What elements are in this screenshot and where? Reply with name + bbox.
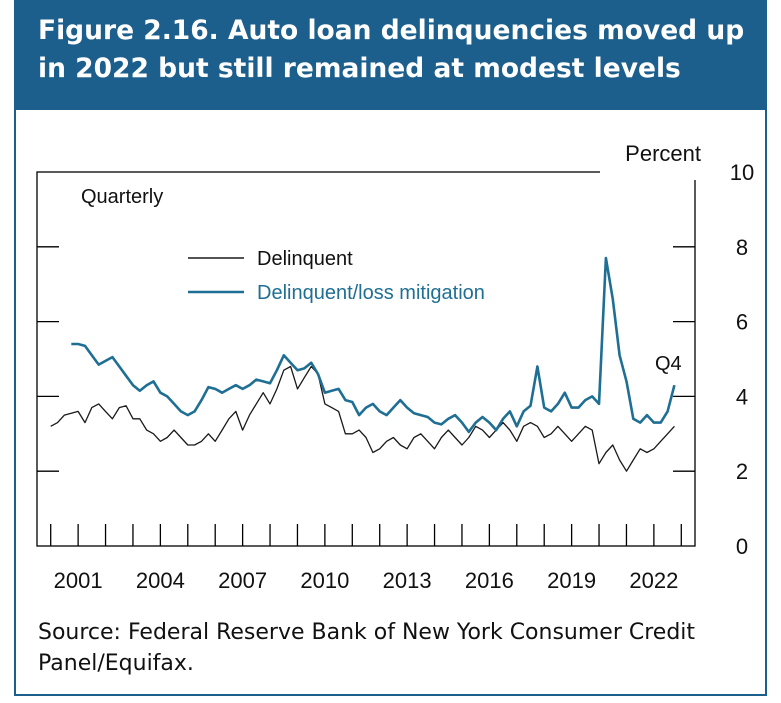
y-tick-label-2: 2 [736,459,748,484]
x-tick-label-2001: 2001 [54,568,103,593]
series-lines [50,256,676,472]
figure-header [14,0,767,110]
y-tick-label-6: 6 [736,310,748,335]
y-tick-label-8: 8 [736,235,748,260]
x-tick-label-2022: 2022 [629,568,678,593]
series-line-mitigation [71,256,676,434]
plot-frame [36,171,696,547]
x-tick-label-2013: 2013 [383,568,432,593]
legend: Delinquent Delinquent/loss mitigation [188,248,485,304]
frequency-label: Quarterly [81,186,163,208]
legend-label-mitigation: Delinquent/loss mitigation [257,282,485,304]
y-tick-label-0: 0 [736,534,748,559]
x-tick-label-2007: 2007 [218,568,267,593]
figure-title: Figure 2.16. Auto loan delinquencies mov… [38,15,745,84]
y-unit-label: Percent [625,141,701,166]
q4-annotation: Q4 [655,353,682,375]
unit-label-mask [600,140,708,180]
y-tick-label-10: 10 [730,160,754,185]
y-axis: 0 2 4 6 8 10 [37,160,754,559]
figure-frame [14,0,767,696]
x-tick-label-2010: 2010 [300,568,349,593]
x-tick-label-2004: 2004 [136,568,185,593]
source-note: Source: Federal Reserve Bank of New York… [38,620,696,676]
x-axis: 2001 2004 2007 2010 2013 2016 2019 2022 [50,524,682,593]
series-line-delinquent [50,365,675,472]
x-tick-label-2016: 2016 [465,568,514,593]
legend-label-delinquent: Delinquent [257,248,353,270]
y-tick-label-4: 4 [736,384,748,409]
x-tick-label-2019: 2019 [547,568,596,593]
